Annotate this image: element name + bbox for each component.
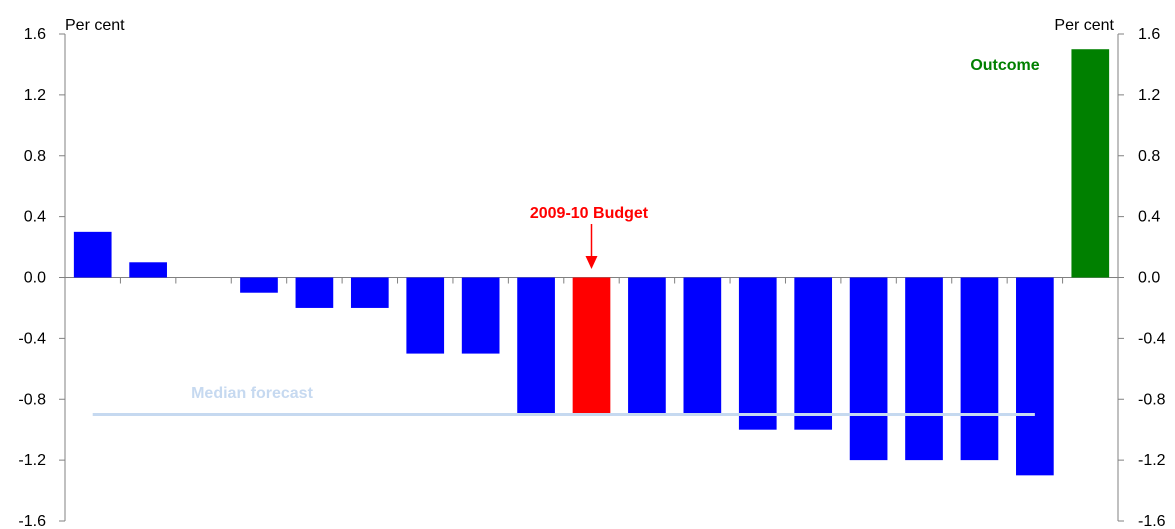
left-y-tick-label: 1.2 — [24, 87, 46, 104]
right-axis-unit-label: Per cent — [1054, 17, 1114, 34]
outcome-bar — [1071, 49, 1110, 278]
budget-arrow-head — [585, 256, 598, 269]
median-forecast-annotation: Median forecast — [191, 385, 313, 402]
left-y-tick-label: 0.4 — [24, 209, 46, 226]
forecast-bar — [849, 277, 888, 461]
forecast-bar — [350, 277, 389, 308]
forecast-bar — [517, 277, 555, 415]
right-y-tick-label: -0.8 — [1138, 391, 1166, 408]
right-y-tick-label: -1.2 — [1138, 452, 1166, 469]
right-y-tick-label: 1.6 — [1138, 26, 1160, 43]
right-y-tick-label: -1.6 — [1138, 513, 1166, 529]
forecast-bar — [461, 277, 500, 354]
left-y-tick-label: 0.0 — [24, 270, 46, 287]
forecast-bar — [794, 277, 833, 430]
outcome-annotation: Outcome — [970, 57, 1039, 74]
budget-annotation: 2009-10 Budget — [530, 205, 649, 222]
forecast-bar — [406, 277, 445, 354]
bars — [73, 49, 1110, 476]
forecast-bar — [129, 262, 167, 278]
forecast-bar — [905, 277, 943, 461]
overlay — [92, 224, 1035, 416]
right-y-tick-label: 0.0 — [1138, 270, 1160, 287]
right-y-tick-label: 1.2 — [1138, 87, 1160, 104]
right-y-tick-label: -0.4 — [1138, 330, 1166, 347]
forecast-bar — [73, 231, 112, 278]
left-y-tick-label: -0.4 — [18, 330, 46, 347]
forecast-bar — [240, 277, 278, 293]
right-y-tick-label: 0.4 — [1138, 209, 1160, 226]
forecast-bar — [628, 277, 666, 415]
left-y-tick-label: 1.6 — [24, 26, 46, 43]
right-y-tick-label: 0.8 — [1138, 148, 1160, 165]
forecast-bar — [683, 277, 722, 415]
left-y-tick-label: 0.8 — [24, 148, 46, 165]
forecast-bar — [738, 277, 777, 430]
left-axis-unit-label: Per cent — [65, 17, 125, 34]
budget-bar — [572, 277, 611, 415]
left-y-tick-label: -1.6 — [18, 513, 46, 529]
left-y-tick-label: -1.2 — [18, 452, 46, 469]
forecast-bar — [1016, 277, 1054, 476]
left-y-tick-label: -0.8 — [18, 391, 46, 408]
forecast-bar — [960, 277, 999, 461]
forecast-bar — [295, 277, 334, 308]
